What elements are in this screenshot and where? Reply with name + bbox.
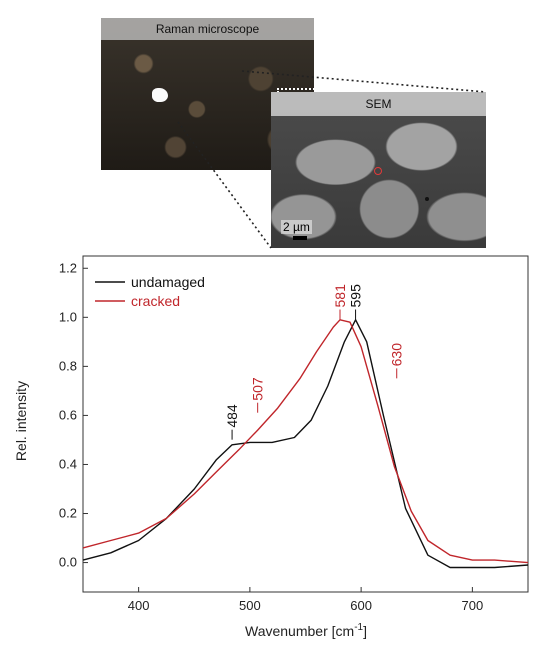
peak-annotation: 507 [250,377,266,401]
y-tick-label: 0.4 [59,456,77,471]
zoom-connector-bottom [177,121,272,249]
x-axis-title-sup: -1 [354,622,363,633]
legend-label-undamaged: undamaged [131,274,205,290]
series-line-cracked [82,319,529,564]
series-line-undamaged [82,319,529,569]
peak-annotation: 595 [348,284,364,308]
y-tick-label: 1.0 [59,309,77,324]
y-tick-label: 0.8 [59,358,77,373]
x-axis-title-end: ] [363,623,367,639]
y-axis-ticks: 0.0 0.2 0.4 0.6 0.8 1.0 1.2 [59,260,88,570]
peak-annotation: 630 [389,343,405,367]
y-tick-label: 0.6 [59,407,77,422]
raman-bright-spot [152,88,168,102]
y-axis-title: Rel. intensity [13,381,29,461]
x-tick-label: 600 [350,598,372,613]
sem-dark-marker [425,197,429,201]
x-axis-ticks: 400 500 600 700 [128,587,483,613]
x-axis-title: Wavenumber [cm-1] [245,622,367,639]
sem-image: SEM 2 µm [271,92,486,248]
sem-scale-bar [293,236,307,240]
y-tick-label: 0.0 [59,555,77,570]
x-tick-label: 500 [239,598,261,613]
raman-image-title: Raman microscope [101,18,314,40]
peak-annotation: 484 [224,404,240,428]
x-tick-label: 400 [128,598,150,613]
annotation-layer: 484 507 581 595 630 [224,284,405,440]
series-layer [82,319,529,569]
sem-scale-label: 2 µm [281,220,312,234]
sem-image-title: SEM [271,92,486,116]
y-tick-label: 0.2 [59,506,77,521]
sem-red-marker [374,167,382,175]
x-tick-label: 700 [462,598,484,613]
plot-frame [82,255,529,593]
peak-annotation: 581 [332,284,348,308]
zoom-connector-top [241,70,487,93]
x-axis-title-main: Wavenumber [cm [245,623,354,639]
y-tick-label: 1.2 [59,260,77,275]
legend-label-cracked: cracked [131,293,180,309]
